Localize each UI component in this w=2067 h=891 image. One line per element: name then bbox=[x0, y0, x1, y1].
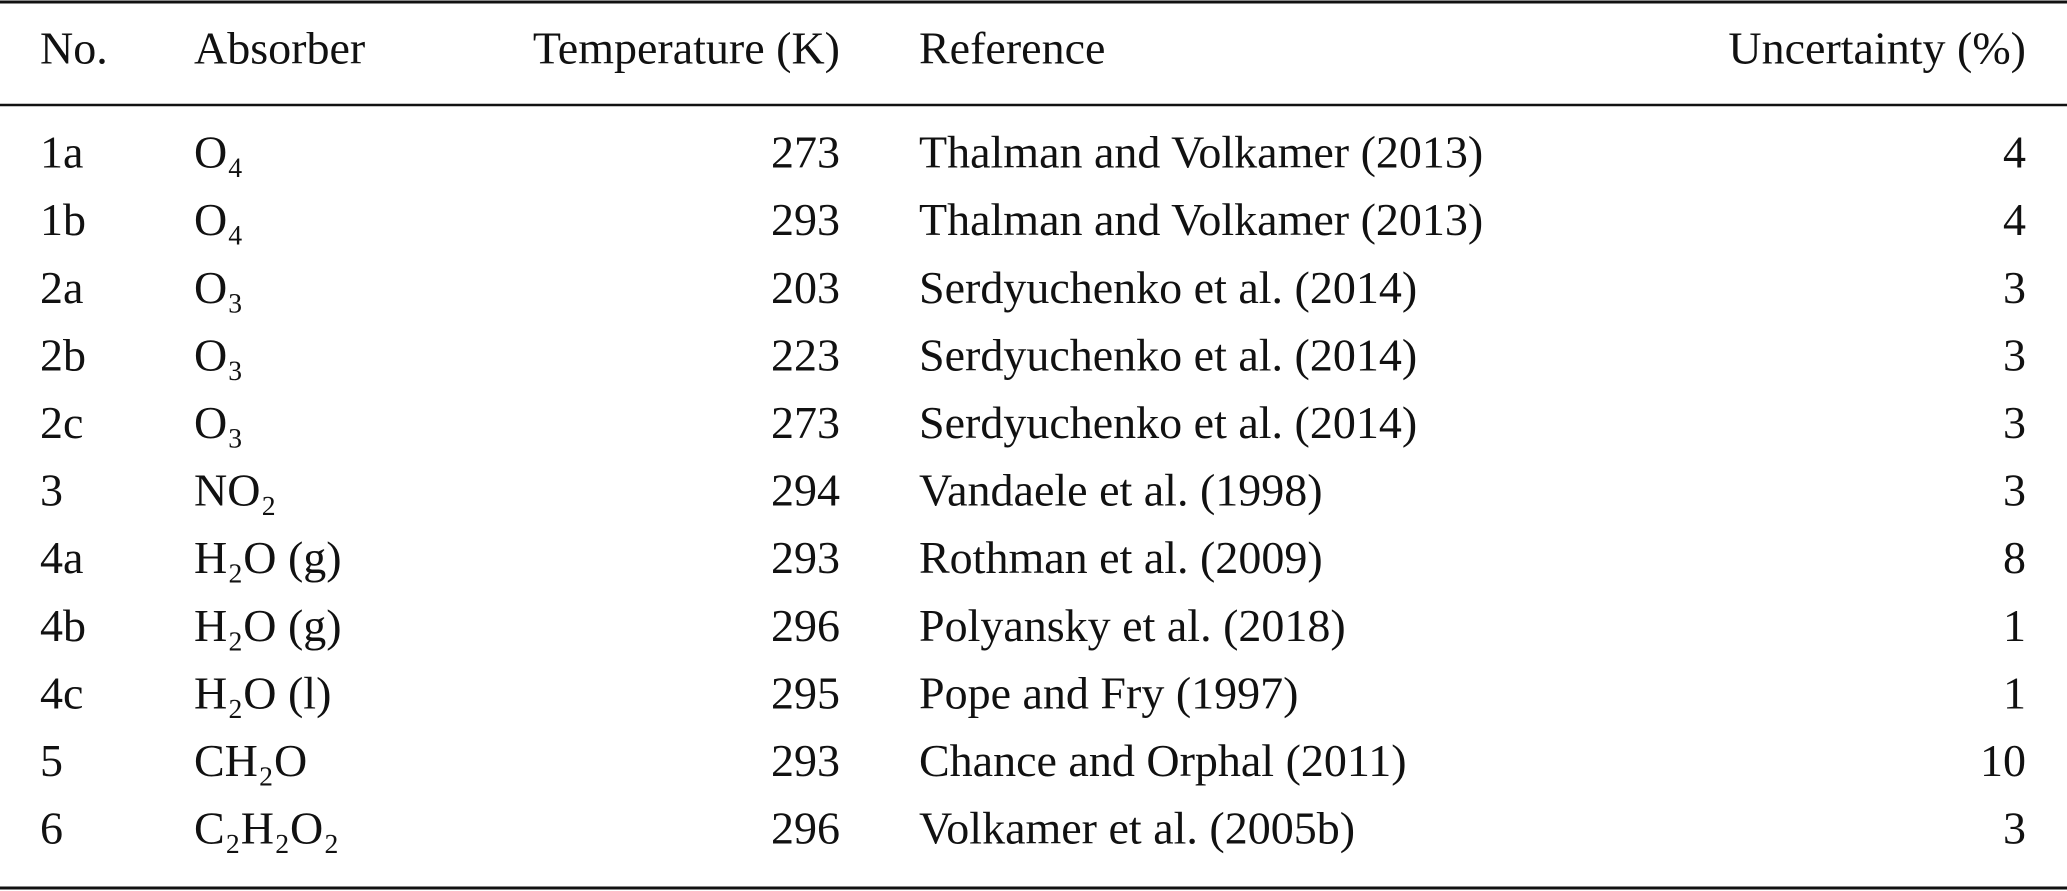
cell-number: 1a bbox=[40, 127, 83, 178]
cell-absorber: O₃ bbox=[194, 329, 243, 380]
cell-temperature: 296 bbox=[771, 803, 840, 854]
cell-absorber: C₂H₂O₂ bbox=[194, 803, 339, 854]
cell-reference: Chance and Orphal (2011) bbox=[919, 735, 1407, 786]
cell-absorber: NO₂ bbox=[194, 465, 276, 516]
cell-number: 1b bbox=[40, 194, 86, 245]
cell-reference: Thalman and Volkamer (2013) bbox=[919, 194, 1483, 245]
cell-number: 2c bbox=[40, 397, 83, 448]
cell-number: 3 bbox=[40, 465, 63, 516]
cell-uncertainty: 1 bbox=[2003, 600, 2026, 651]
header-uncertainty: Uncertainty (%) bbox=[1728, 23, 2026, 74]
cell-absorber: O₄ bbox=[194, 127, 243, 178]
cell-number: 5 bbox=[40, 735, 63, 786]
cell-uncertainty: 8 bbox=[2003, 532, 2026, 583]
cell-uncertainty: 4 bbox=[2003, 127, 2026, 178]
cell-temperature: 296 bbox=[771, 600, 840, 651]
cell-absorber: O₄ bbox=[194, 194, 243, 245]
cell-reference: Rothman et al. (2009) bbox=[919, 532, 1323, 583]
header-temperature: Temperature (K) bbox=[533, 23, 840, 74]
cell-absorber: H₂O (g) bbox=[194, 532, 342, 583]
cell-temperature: 273 bbox=[771, 397, 840, 448]
cell-uncertainty: 10 bbox=[1980, 735, 2026, 786]
cell-uncertainty: 3 bbox=[2003, 803, 2026, 854]
cell-temperature: 295 bbox=[771, 667, 840, 718]
cell-reference: Vandaele et al. (1998) bbox=[919, 465, 1323, 516]
cell-number: 2b bbox=[40, 329, 86, 380]
cell-temperature: 293 bbox=[771, 194, 840, 245]
cell-uncertainty: 3 bbox=[2003, 465, 2026, 516]
cell-number: 6 bbox=[40, 803, 63, 854]
cell-absorber: H₂O (g) bbox=[194, 600, 342, 651]
cell-temperature: 203 bbox=[771, 262, 840, 313]
header-reference: Reference bbox=[919, 23, 1105, 74]
cell-number: 4c bbox=[40, 667, 83, 718]
cell-uncertainty: 3 bbox=[2003, 397, 2026, 448]
cell-reference: Serdyuchenko et al. (2014) bbox=[919, 397, 1417, 448]
cell-temperature: 223 bbox=[771, 329, 840, 380]
cell-temperature: 294 bbox=[771, 465, 840, 516]
cell-number: 2a bbox=[40, 262, 83, 313]
cell-uncertainty: 4 bbox=[2003, 194, 2026, 245]
header-number: No. bbox=[40, 23, 108, 74]
cell-uncertainty: 1 bbox=[2003, 667, 2026, 718]
cell-uncertainty: 3 bbox=[2003, 262, 2026, 313]
cell-reference: Polyansky et al. (2018) bbox=[919, 600, 1346, 651]
cell-absorber: CH₂O bbox=[194, 735, 307, 786]
cell-number: 4b bbox=[40, 600, 86, 651]
cell-uncertainty: 3 bbox=[2003, 329, 2026, 380]
cell-absorber: O₃ bbox=[194, 262, 243, 313]
cell-temperature: 293 bbox=[771, 532, 840, 583]
cell-reference: Pope and Fry (1997) bbox=[919, 667, 1298, 718]
cell-reference: Thalman and Volkamer (2013) bbox=[919, 127, 1483, 178]
cell-reference: Volkamer et al. (2005b) bbox=[919, 803, 1355, 854]
cell-reference: Serdyuchenko et al. (2014) bbox=[919, 262, 1417, 313]
cell-absorber: O₃ bbox=[194, 397, 243, 448]
cell-temperature: 293 bbox=[771, 735, 840, 786]
cell-temperature: 273 bbox=[771, 127, 840, 178]
cell-number: 4a bbox=[40, 532, 83, 583]
header-absorber: Absorber bbox=[194, 23, 365, 74]
cell-absorber: H₂O (l) bbox=[194, 667, 331, 718]
cell-reference: Serdyuchenko et al. (2014) bbox=[919, 329, 1417, 380]
